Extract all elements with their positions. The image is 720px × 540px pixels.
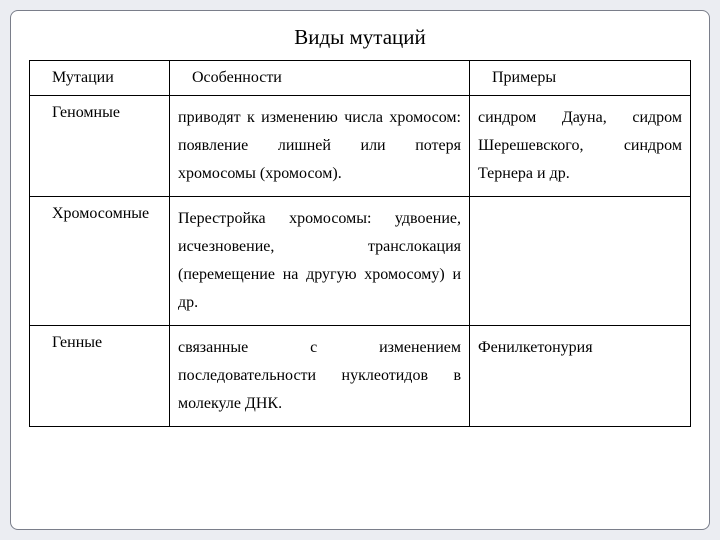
header-features: Особенности [178,69,282,87]
table-header-row: Мутации Особенности Примеры [30,61,691,96]
row-examples [470,197,691,326]
table-row: Генные связанные с изменением последоват… [30,326,691,427]
slide-card: Виды мутаций Мутации Особенности Примеры… [10,10,710,530]
header-examples: Примеры [478,69,556,87]
mutations-table: Мутации Особенности Примеры Геномные при… [29,60,691,427]
row-name: Хромосомные [38,205,149,223]
row-features: связанные с изменением последовательност… [170,326,470,427]
row-examples: Фенилкетонурия [470,326,691,427]
row-features: приводят к изменению числа хромосом: поя… [170,96,470,197]
table-row: Геномные приводят к изменению числа хром… [30,96,691,197]
header-mutations: Мутации [38,69,114,87]
row-name: Генные [38,334,102,352]
row-features: Перестройка хромосомы: удвоение, исчезно… [170,197,470,326]
table-row: Хромосомные Перестройка хромосомы: удвое… [30,197,691,326]
row-examples: синдром Дауна, сидром Шерешевского, синд… [470,96,691,197]
slide-title: Виды мутаций [29,25,691,50]
row-name: Геномные [38,104,120,122]
